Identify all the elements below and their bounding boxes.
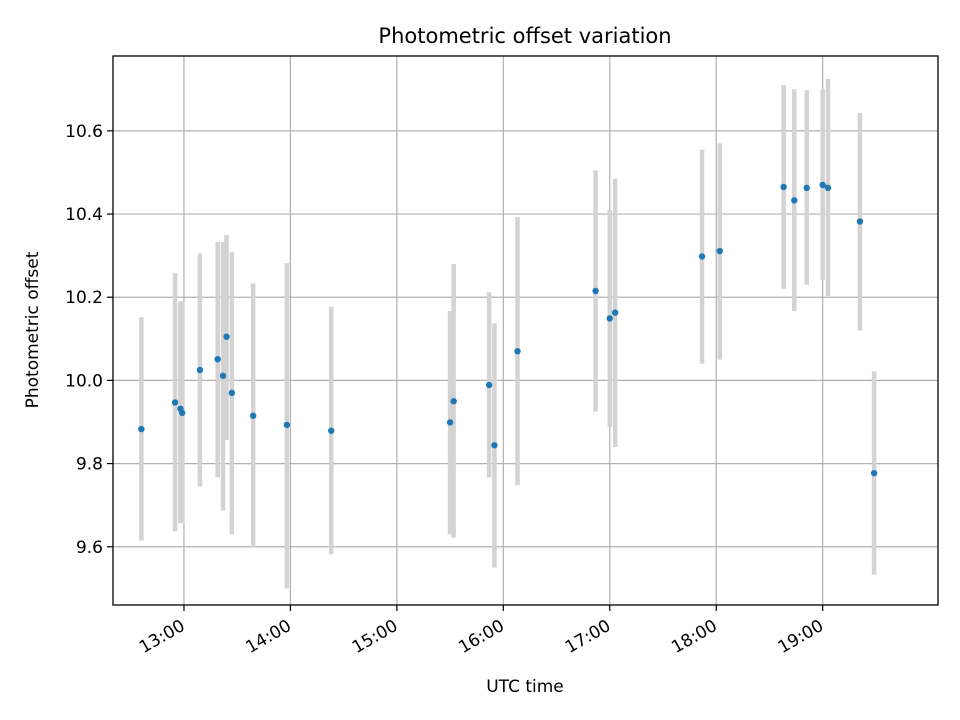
data-point: [791, 197, 798, 204]
data-point: [491, 442, 498, 449]
data-point: [592, 287, 599, 295]
data-point: [780, 183, 787, 191]
data-point: [856, 218, 864, 225]
x-axis-title: UTC time: [486, 677, 564, 697]
data-point: [446, 419, 454, 426]
y-tick-label: 9.6: [76, 538, 103, 558]
data-point: [870, 469, 878, 477]
data-point: [223, 333, 230, 340]
chart-title: Photometric offset variation: [378, 24, 671, 48]
y-tick-label: 10.0: [65, 371, 103, 391]
data-point: [611, 309, 619, 316]
data-point: [514, 348, 521, 355]
data-point: [283, 421, 291, 429]
plot-area-frame: [112, 55, 939, 606]
y-axis-ticks: 9.6 9.8 10.0 10.2 10.4 10.6: [65, 122, 113, 558]
data-point: [196, 366, 204, 374]
y-tick-label: 10.2: [65, 288, 103, 308]
data-point: [606, 315, 613, 322]
data-point: [824, 184, 832, 192]
data-point: [138, 425, 145, 433]
data-point: [819, 181, 826, 189]
data-point: [698, 253, 706, 260]
data-point: [249, 412, 257, 419]
data-point: [716, 247, 723, 255]
data-point: [485, 381, 493, 389]
data-point: [328, 427, 335, 434]
y-tick-label: 9.8: [76, 455, 103, 475]
data-point: [219, 372, 227, 380]
data-point: [178, 409, 186, 417]
data-point: [803, 184, 810, 192]
y-tick-label: 10.4: [65, 205, 103, 225]
data-point: [228, 389, 236, 397]
data-point: [171, 399, 179, 406]
data-points: [138, 181, 878, 477]
data-point: [214, 355, 221, 363]
data-point: [450, 398, 457, 405]
y-axis-title: Photometric offset: [23, 251, 43, 408]
y-tick-label: 10.6: [65, 122, 103, 142]
